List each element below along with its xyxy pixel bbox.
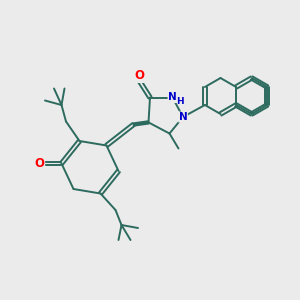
Text: O: O xyxy=(34,157,45,170)
Text: H: H xyxy=(176,98,184,106)
Text: N: N xyxy=(168,92,177,103)
Text: N: N xyxy=(178,112,188,122)
Text: O: O xyxy=(134,69,145,82)
